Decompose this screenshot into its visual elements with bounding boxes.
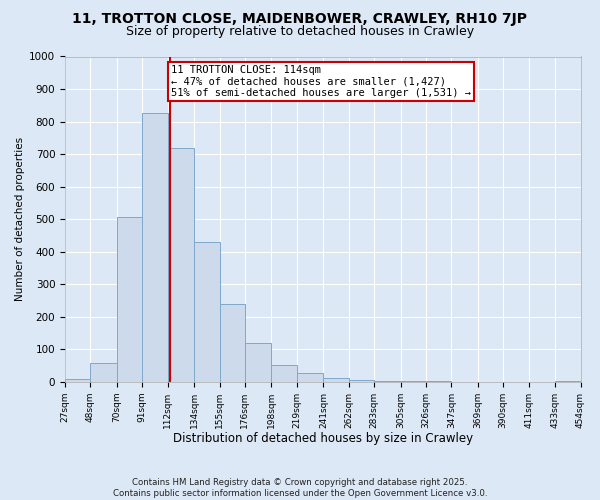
Bar (91, 363, 117, 382)
Bar (374, 381, 401, 382)
Bar (117, 218, 142, 382)
Y-axis label: Number of detached properties: Number of detached properties (15, 137, 25, 301)
Text: 11, TROTTON CLOSE, MAIDENBOWER, CRAWLEY, RH10 7JP: 11, TROTTON CLOSE, MAIDENBOWER, CRAWLEY,… (73, 12, 527, 26)
Bar (271, 365, 297, 382)
Bar (65, 379, 91, 382)
Bar (194, 242, 220, 382)
Bar (323, 378, 349, 382)
Bar (142, 114, 167, 382)
X-axis label: Distribution of detached houses by size in Crawley: Distribution of detached houses by size … (173, 432, 473, 445)
Bar (349, 380, 374, 382)
Text: Contains HM Land Registry data © Crown copyright and database right 2025.
Contai: Contains HM Land Registry data © Crown c… (113, 478, 487, 498)
Bar (297, 372, 323, 382)
Bar (167, 148, 194, 382)
Bar (220, 304, 245, 382)
Bar (245, 344, 271, 382)
Text: 11 TROTTON CLOSE: 114sqm
← 47% of detached houses are smaller (1,427)
51% of sem: 11 TROTTON CLOSE: 114sqm ← 47% of detach… (171, 64, 471, 98)
Bar (555, 381, 581, 382)
Text: Size of property relative to detached houses in Crawley: Size of property relative to detached ho… (126, 25, 474, 38)
